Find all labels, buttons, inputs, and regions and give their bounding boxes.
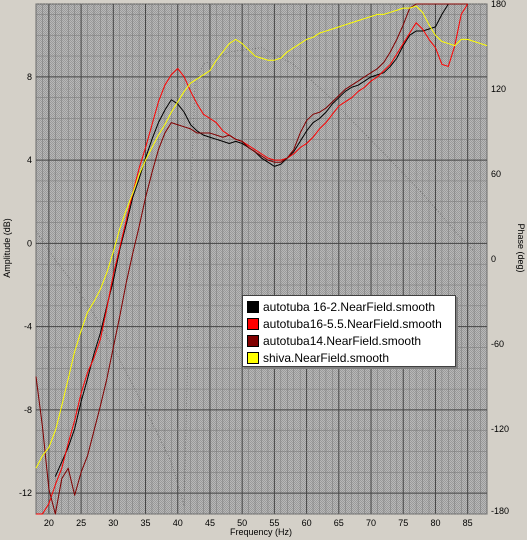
x-tick-label: 75 xyxy=(398,518,408,528)
legend-entry: autotuba14.NearField.smooth xyxy=(247,332,451,349)
y2-tick-label: 120 xyxy=(491,84,506,94)
legend-entry: shiva.NearField.smooth xyxy=(247,349,451,366)
y-tick-label: 8 xyxy=(27,72,32,82)
phase-curve-high xyxy=(183,47,475,506)
phase-curve-low xyxy=(35,230,185,506)
legend-swatch xyxy=(247,351,259,364)
x-tick-label: 25 xyxy=(76,518,86,528)
series-line xyxy=(54,3,468,477)
phase-curves xyxy=(35,47,475,506)
legend-entry: autotuba 16-2.NearField.smooth xyxy=(247,298,451,315)
y2-tick-label: -120 xyxy=(491,424,509,434)
x-tick-label: 80 xyxy=(430,518,440,528)
x-tick-label: 55 xyxy=(269,518,279,528)
y2-axis-label: Phase (deg) xyxy=(516,223,526,272)
x-tick-label: 20 xyxy=(44,518,54,528)
x-tick-labels: 20 25 30 35 40 45 50 55 60 65 70 75 80 85 xyxy=(44,518,473,528)
x-tick-label: 60 xyxy=(302,518,312,528)
y-tick-label: -8 xyxy=(24,405,32,415)
y-axis-label: Amplitude (dB) xyxy=(2,218,12,278)
x-tick-label: 30 xyxy=(108,518,118,528)
legend-label: autotuba16-5.5.NearField.smooth xyxy=(263,316,442,331)
y2-tick-label: 0 xyxy=(491,254,496,264)
x-tick-label: 50 xyxy=(237,518,247,528)
x-tick-label: 45 xyxy=(205,518,215,528)
legend: autotuba 16-2.NearField.smooth autotuba1… xyxy=(242,295,456,367)
y-tick-label: -12 xyxy=(19,488,32,498)
legend-label: autotuba 16-2.NearField.smooth xyxy=(263,299,436,314)
y-tick-label: -4 xyxy=(24,322,32,332)
legend-label: shiva.NearField.smooth xyxy=(263,350,390,365)
y-tick-label: 4 xyxy=(27,155,32,165)
x-tick-label: 35 xyxy=(141,518,151,528)
x-tick-label: 85 xyxy=(463,518,473,528)
legend-label: autotuba14.NearField.smooth xyxy=(263,333,422,348)
legend-entry: autotuba16-5.5.NearField.smooth xyxy=(247,315,451,332)
legend-swatch xyxy=(247,300,259,313)
x-tick-label: 65 xyxy=(334,518,344,528)
y2-tick-label: -180 xyxy=(491,506,509,516)
series-line xyxy=(35,3,468,515)
y2-tick-labels: -180 -120 -60 0 60 120 180 xyxy=(491,0,509,516)
legend-swatch xyxy=(247,334,259,347)
series-line xyxy=(35,5,488,469)
y-tick-label: 0 xyxy=(27,238,32,248)
x-axis-label: Frequency (Hz) xyxy=(230,527,292,537)
series-lines xyxy=(35,3,488,515)
y2-tick-label: 180 xyxy=(491,0,506,9)
y-tick-labels: -12 -8 -4 0 4 8 xyxy=(19,72,32,498)
legend-swatch xyxy=(247,317,259,330)
x-tick-label: 70 xyxy=(366,518,376,528)
y2-tick-label: -60 xyxy=(491,339,504,349)
series-line xyxy=(36,3,469,515)
x-tick-label: 40 xyxy=(173,518,183,528)
y2-tick-label: 60 xyxy=(491,169,501,179)
